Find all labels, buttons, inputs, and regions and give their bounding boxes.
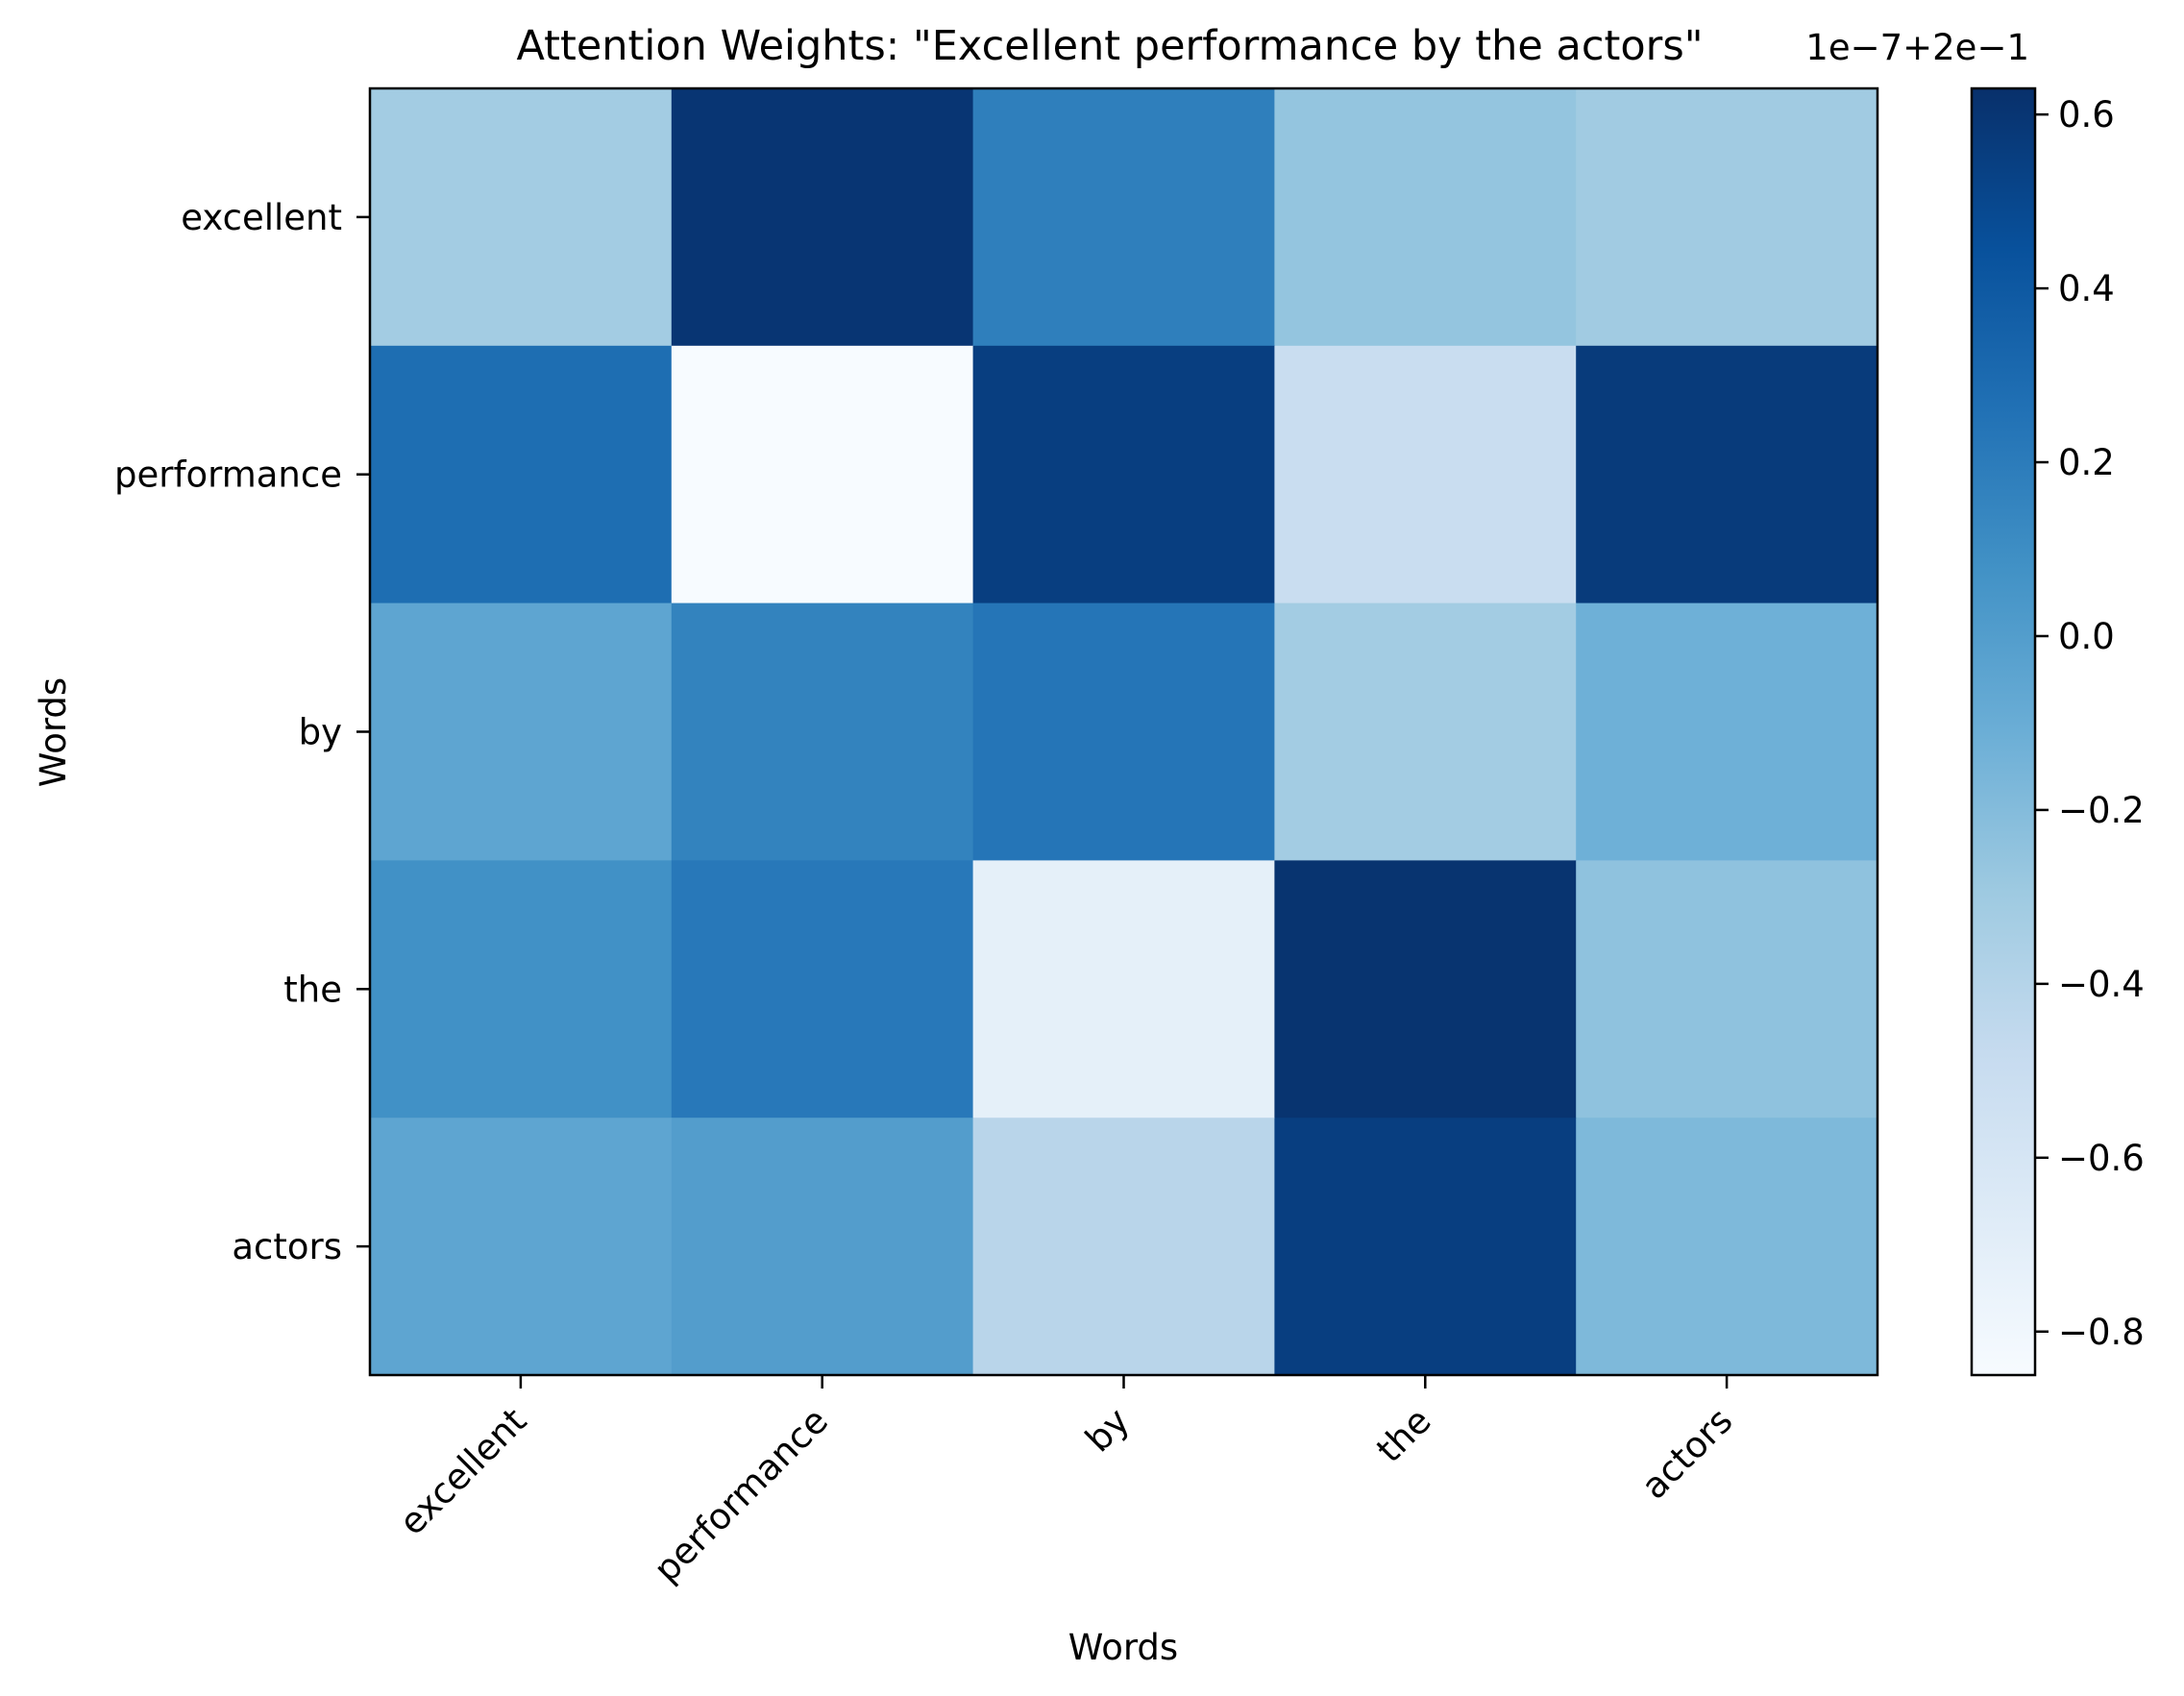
heatmap-cell-excellent-by [972, 88, 1275, 347]
colorbar-tick-label: 0.4 [2058, 268, 2115, 309]
y-axis-label: Words [33, 677, 74, 787]
colorbar-tick-label: −0.8 [2058, 1312, 2145, 1353]
colorbar-tick-label: −0.2 [2058, 790, 2145, 831]
heatmap-cells [370, 88, 1878, 1376]
x-tick-label: excellent [391, 1400, 534, 1543]
y-tick-label: the [283, 969, 342, 1010]
chart-title: Attention Weights: "Excellent performanc… [516, 22, 1703, 70]
colorbar-ticks: −0.8 −0.6 −0.4 −0.2 0.0 0.2 0.4 0.6 [2035, 94, 2145, 1353]
colorbar-tick-label: 0.6 [2058, 94, 2115, 135]
y-tick-label: by [299, 712, 342, 753]
colorbar-tick-label: 0.0 [2058, 616, 2115, 657]
heatmap-cell-the-performance [671, 860, 974, 1118]
colorbar-tick-label: 0.2 [2058, 442, 2115, 483]
colorbar: −0.8 −0.6 −0.4 −0.2 0.0 0.2 0.4 0.6 1e−7+2e−1 [1805, 27, 2145, 1377]
y-axis-ticks: excellent performance by the actors [114, 197, 370, 1267]
x-axis-label: Words [1068, 1627, 1178, 1668]
x-tick-label: by [1077, 1400, 1138, 1461]
colorbar-offset-label: 1e−7+2e−1 [1805, 27, 2029, 68]
x-tick-label: actors [1633, 1400, 1740, 1507]
heatmap-cell-actors-performance [671, 1118, 974, 1376]
heatmap-cell-excellent-performance [671, 88, 974, 347]
y-tick-label: excellent [181, 197, 342, 238]
heatmap-cell-the-actors [1576, 860, 1878, 1118]
y-tick-label: actors [232, 1226, 342, 1267]
heatmap-cell-by-the [1274, 602, 1577, 861]
colorbar-gradient [1970, 86, 2037, 1377]
heatmap-cell-excellent-the [1274, 88, 1577, 347]
heatmap-cell-performance-actors [1576, 345, 1878, 604]
x-axis-ticks: excellent performance by the actors [391, 1375, 1740, 1590]
heatmap-cell-excellent-excellent [370, 88, 673, 347]
heatmap-cell-the-by [972, 860, 1275, 1118]
heatmap-cell-performance-excellent [370, 345, 673, 604]
heatmap-cell-the-excellent [370, 860, 673, 1118]
plot-frame [368, 86, 1879, 1377]
heatmap-cell-by-actors [1576, 602, 1878, 861]
heatmap-cell-actors-actors [1576, 1118, 1878, 1376]
heatmap-cell-actors-excellent [370, 1118, 673, 1376]
heatmap-cell-performance-by [972, 345, 1275, 604]
colorbar-tick-label: −0.6 [2058, 1138, 2145, 1179]
heatmap-cell-excellent-actors [1576, 88, 1878, 347]
heatmap-cell-actors-the [1274, 1118, 1577, 1376]
x-tick-label: performance [646, 1400, 836, 1590]
heatmap-cell-by-excellent [370, 602, 673, 861]
heatmap-cell-by-performance [671, 602, 974, 861]
heatmap-cell-performance-the [1274, 345, 1577, 604]
heatmap-cell-by-by [972, 602, 1275, 861]
heatmap-cell-performance-performance [671, 345, 974, 604]
x-tick-label: the [1368, 1400, 1438, 1470]
heatmap-cell-actors-by [972, 1118, 1275, 1376]
heatmap-cell-the-the [1274, 860, 1577, 1118]
y-tick-label: performance [114, 455, 342, 496]
colorbar-tick-label: −0.4 [2058, 964, 2145, 1005]
